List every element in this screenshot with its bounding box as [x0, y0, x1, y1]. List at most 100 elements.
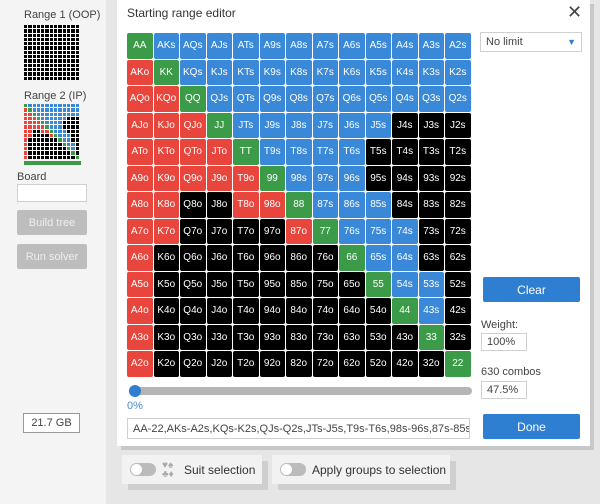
hand-cell[interactable]: 76s — [339, 218, 365, 244]
hand-cell[interactable]: KTo — [153, 139, 179, 165]
hand-cell[interactable]: JTo — [206, 139, 232, 165]
hand-cell[interactable]: A6o — [127, 245, 153, 271]
hand-cell[interactable]: 74s — [392, 218, 418, 244]
hand-cell[interactable]: A8o — [127, 192, 153, 218]
limit-select[interactable]: No limit ▼ — [480, 32, 582, 52]
hand-cell[interactable]: A2o — [127, 351, 153, 377]
hand-cell[interactable]: 84o — [286, 298, 312, 324]
hand-cell[interactable]: 65o — [339, 271, 365, 297]
hand-cell[interactable]: 63o — [339, 324, 365, 350]
hand-cell[interactable]: AQs — [180, 33, 206, 59]
hand-cell[interactable]: 82o — [286, 351, 312, 377]
hand-cell[interactable]: JJ — [206, 112, 232, 138]
hand-cell[interactable]: J5o — [206, 271, 232, 297]
hand-cell[interactable]: Q9s — [259, 86, 285, 112]
hand-cell[interactable]: Q9o — [180, 165, 206, 191]
build-tree-button[interactable]: Build tree — [17, 210, 87, 235]
hand-cell[interactable]: J2o — [206, 351, 232, 377]
hand-cell[interactable]: T3o — [233, 324, 259, 350]
hand-cell[interactable]: Q2o — [180, 351, 206, 377]
hand-cell[interactable]: KQs — [180, 59, 206, 85]
hand-cell[interactable]: K3o — [153, 324, 179, 350]
hand-cell[interactable]: T2o — [233, 351, 259, 377]
weight-slider[interactable] — [129, 385, 472, 397]
hand-cell[interactable]: 73s — [418, 218, 444, 244]
hand-cell[interactable]: A3s — [418, 33, 444, 59]
hand-cell[interactable]: KK — [153, 59, 179, 85]
hand-cell[interactable]: 22 — [445, 351, 471, 377]
hand-cell[interactable]: 88 — [286, 192, 312, 218]
hand-cell[interactable]: A2s — [445, 33, 471, 59]
hand-cell[interactable]: K8s — [286, 59, 312, 85]
hand-cell[interactable]: AJs — [206, 33, 232, 59]
hand-cell[interactable]: J4s — [392, 112, 418, 138]
hand-cell[interactable]: 96o — [259, 245, 285, 271]
hand-cell[interactable]: K6o — [153, 245, 179, 271]
hand-cell[interactable]: 32s — [445, 324, 471, 350]
hand-cell[interactable]: KQo — [153, 86, 179, 112]
hand-cell[interactable]: A4o — [127, 298, 153, 324]
hand-cell[interactable]: ATo — [127, 139, 153, 165]
hand-cell[interactable]: J9s — [259, 112, 285, 138]
hand-cell[interactable]: 75o — [312, 271, 338, 297]
hand-cell[interactable]: A5o — [127, 271, 153, 297]
hand-cell[interactable]: K8o — [153, 192, 179, 218]
hand-cell[interactable]: 94o — [259, 298, 285, 324]
hand-cell[interactable]: T8s — [286, 139, 312, 165]
hand-cell[interactable]: Q2s — [445, 86, 471, 112]
hand-cell[interactable]: Q8o — [180, 192, 206, 218]
hand-cell[interactable]: 62s — [445, 245, 471, 271]
hand-cell[interactable]: Q5s — [365, 86, 391, 112]
suit-selection-toggle[interactable] — [130, 463, 156, 476]
hand-cell[interactable]: Q6s — [339, 86, 365, 112]
hand-cell[interactable]: J4o — [206, 298, 232, 324]
hand-cell[interactable]: A7o — [127, 218, 153, 244]
hand-cell[interactable]: TT — [233, 139, 259, 165]
hand-cell[interactable]: KJo — [153, 112, 179, 138]
hand-cell[interactable]: QJs — [206, 86, 232, 112]
hand-cell[interactable]: 62o — [339, 351, 365, 377]
clear-button[interactable]: Clear — [483, 277, 580, 302]
slider-thumb[interactable] — [129, 385, 141, 397]
hand-cell[interactable]: T4o — [233, 298, 259, 324]
hand-cell[interactable]: J8o — [206, 192, 232, 218]
hand-cell[interactable]: 93s — [418, 165, 444, 191]
hand-cell[interactable]: AQo — [127, 86, 153, 112]
hand-cell[interactable]: AKs — [153, 33, 179, 59]
hand-cell[interactable]: T5s — [365, 139, 391, 165]
hand-cell[interactable]: K2o — [153, 351, 179, 377]
hand-cell[interactable]: 86o — [286, 245, 312, 271]
range-text-input[interactable]: AA-22,AKs-A2s,KQs-K2s,QJs-Q2s,JTs-J5s,T9… — [127, 418, 470, 439]
hand-cell[interactable]: 84s — [392, 192, 418, 218]
hand-cell[interactable]: T4s — [392, 139, 418, 165]
hand-cell[interactable]: 92s — [445, 165, 471, 191]
hand-cell[interactable]: T6s — [339, 139, 365, 165]
hand-cell[interactable]: 98o — [259, 192, 285, 218]
hand-cell[interactable]: K7s — [312, 59, 338, 85]
hand-cell[interactable]: 85o — [286, 271, 312, 297]
hand-cell[interactable]: 87o — [286, 218, 312, 244]
hand-cell[interactable]: A3o — [127, 324, 153, 350]
hand-cell[interactable]: 42s — [445, 298, 471, 324]
hand-cell[interactable]: QTs — [233, 86, 259, 112]
hand-cell[interactable]: 72s — [445, 218, 471, 244]
hand-cell[interactable]: 52s — [445, 271, 471, 297]
hand-cell[interactable]: 55 — [365, 271, 391, 297]
hand-cell[interactable]: A5s — [365, 33, 391, 59]
hand-cell[interactable]: Q4s — [392, 86, 418, 112]
hand-cell[interactable]: 63s — [418, 245, 444, 271]
hand-cell[interactable]: J8s — [286, 112, 312, 138]
hand-cell[interactable]: J7s — [312, 112, 338, 138]
hand-cell[interactable]: K3s — [418, 59, 444, 85]
hand-cell[interactable]: 83o — [286, 324, 312, 350]
hand-cell[interactable]: J3o — [206, 324, 232, 350]
hand-cell[interactable]: A9o — [127, 165, 153, 191]
hand-cell[interactable]: 54o — [365, 298, 391, 324]
hand-cell[interactable]: A9s — [259, 33, 285, 59]
hand-cell[interactable]: J9o — [206, 165, 232, 191]
hand-cell[interactable]: 76o — [312, 245, 338, 271]
hand-cell[interactable]: K2s — [445, 59, 471, 85]
hand-cell[interactable]: 97s — [312, 165, 338, 191]
hand-cell[interactable]: 94s — [392, 165, 418, 191]
range1-preview[interactable] — [24, 25, 79, 80]
